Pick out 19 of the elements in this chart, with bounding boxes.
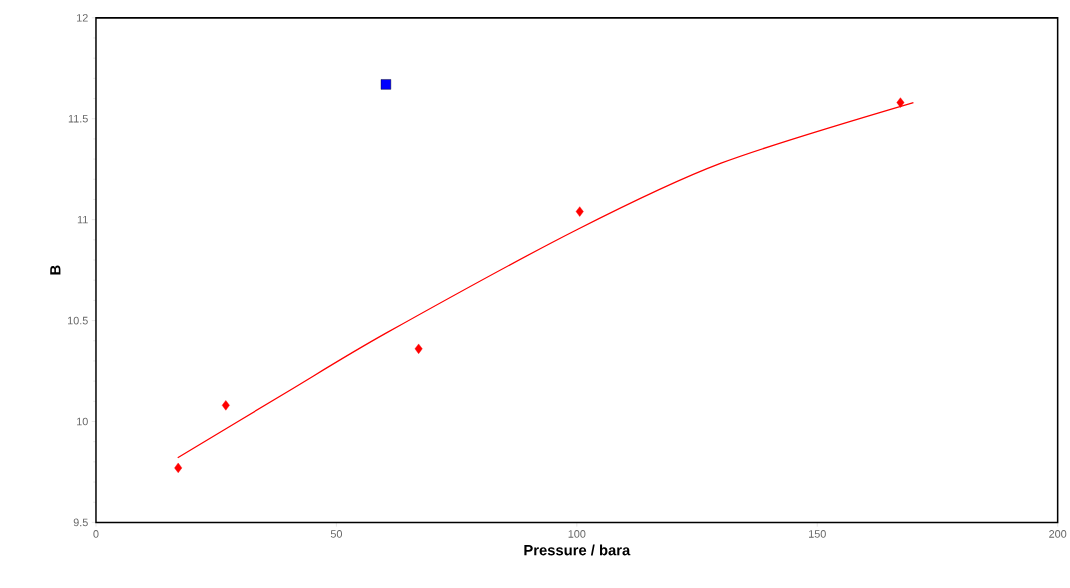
x-axis-title: Pressure / bara — [524, 544, 631, 556]
x-tick-label: 0 — [93, 530, 99, 538]
x-tick-label: 100 — [568, 530, 586, 538]
point — [380, 79, 392, 90]
y-tick-label: 12 — [77, 14, 88, 22]
y-tick-label: 11 — [77, 216, 88, 224]
point — [221, 400, 230, 411]
x-tick-label: 150 — [809, 530, 826, 538]
point — [896, 97, 905, 108]
y-tick-label: 9.5 — [73, 518, 88, 527]
y-tick-label: 10 — [77, 417, 88, 426]
y-axis-title: B — [50, 265, 61, 275]
point — [575, 206, 584, 217]
point — [174, 462, 183, 474]
point — [414, 343, 423, 355]
x-tick-label: 50 — [330, 530, 342, 538]
x-tick-label: 200 — [1049, 530, 1067, 538]
y-tick-label: 10.5 — [68, 316, 88, 325]
y-tick-label: 11.5 — [68, 115, 88, 123]
